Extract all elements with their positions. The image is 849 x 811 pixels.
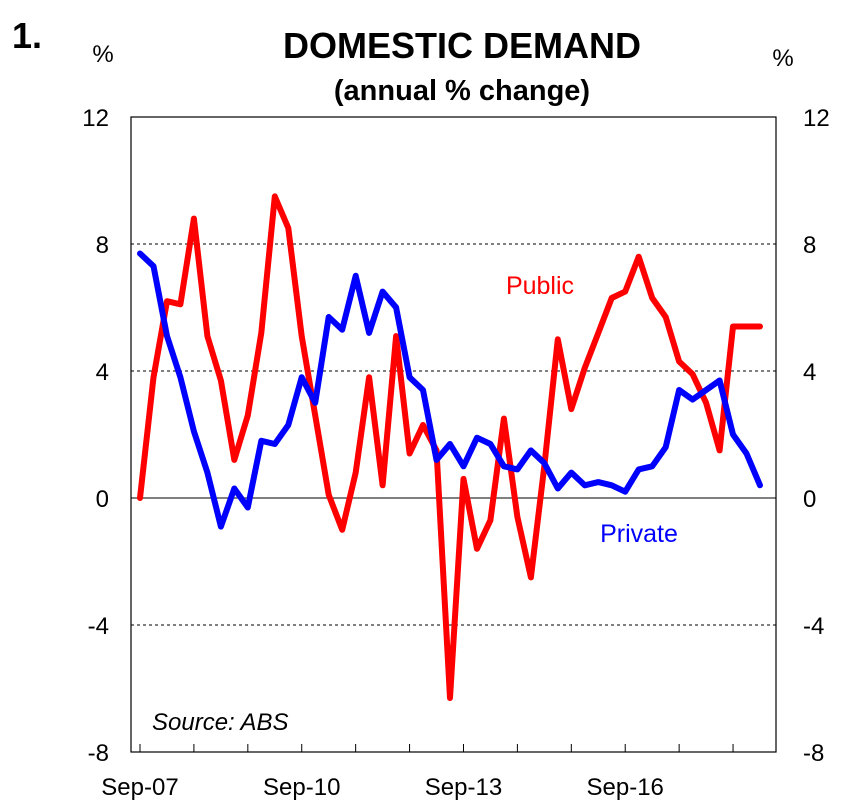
right-y-tick-label: 12 — [803, 105, 830, 132]
left-y-tick-label: -8 — [88, 740, 109, 767]
chart-title: DOMESTIC DEMAND — [283, 25, 641, 66]
right-y-tick-label: 0 — [803, 486, 816, 513]
public-series-label: Public — [506, 272, 574, 300]
chart-subtitle: (annual % change) — [334, 75, 590, 107]
private-series-label: Private — [600, 520, 678, 548]
x-tick-label: Sep-16 — [587, 774, 664, 801]
left-unit-label: % — [92, 41, 113, 68]
source-note: Source: ABS — [152, 709, 289, 736]
chart-number: 1. — [12, 15, 42, 56]
x-tick-label: Sep-10 — [263, 774, 340, 801]
right-y-tick-label: -8 — [803, 740, 824, 767]
left-y-tick-label: 0 — [96, 486, 109, 513]
left-y-tick-label: -4 — [88, 613, 109, 640]
x-tick-label: Sep-13 — [425, 774, 502, 801]
left-y-tick-label: 12 — [82, 105, 109, 132]
plot-frame — [130, 116, 777, 753]
axis-ticks: 12 12 8 8 4 4 0 0 -4 -4 -8 -8 Sep-07 Sep-10 Sep-13 Sep-… — [82, 105, 829, 801]
series-lines — [137, 193, 763, 701]
left-y-tick-label: 8 — [96, 232, 109, 259]
public-series-line — [137, 193, 763, 701]
private-series-line — [137, 250, 763, 530]
right-y-tick-label: -4 — [803, 613, 824, 640]
right-y-tick-label: 8 — [803, 232, 816, 259]
right-unit-label: % — [772, 45, 793, 72]
left-y-tick-label: 4 — [96, 359, 109, 386]
right-y-tick-label: 4 — [803, 359, 816, 386]
x-tick-label: Sep-07 — [101, 774, 178, 801]
